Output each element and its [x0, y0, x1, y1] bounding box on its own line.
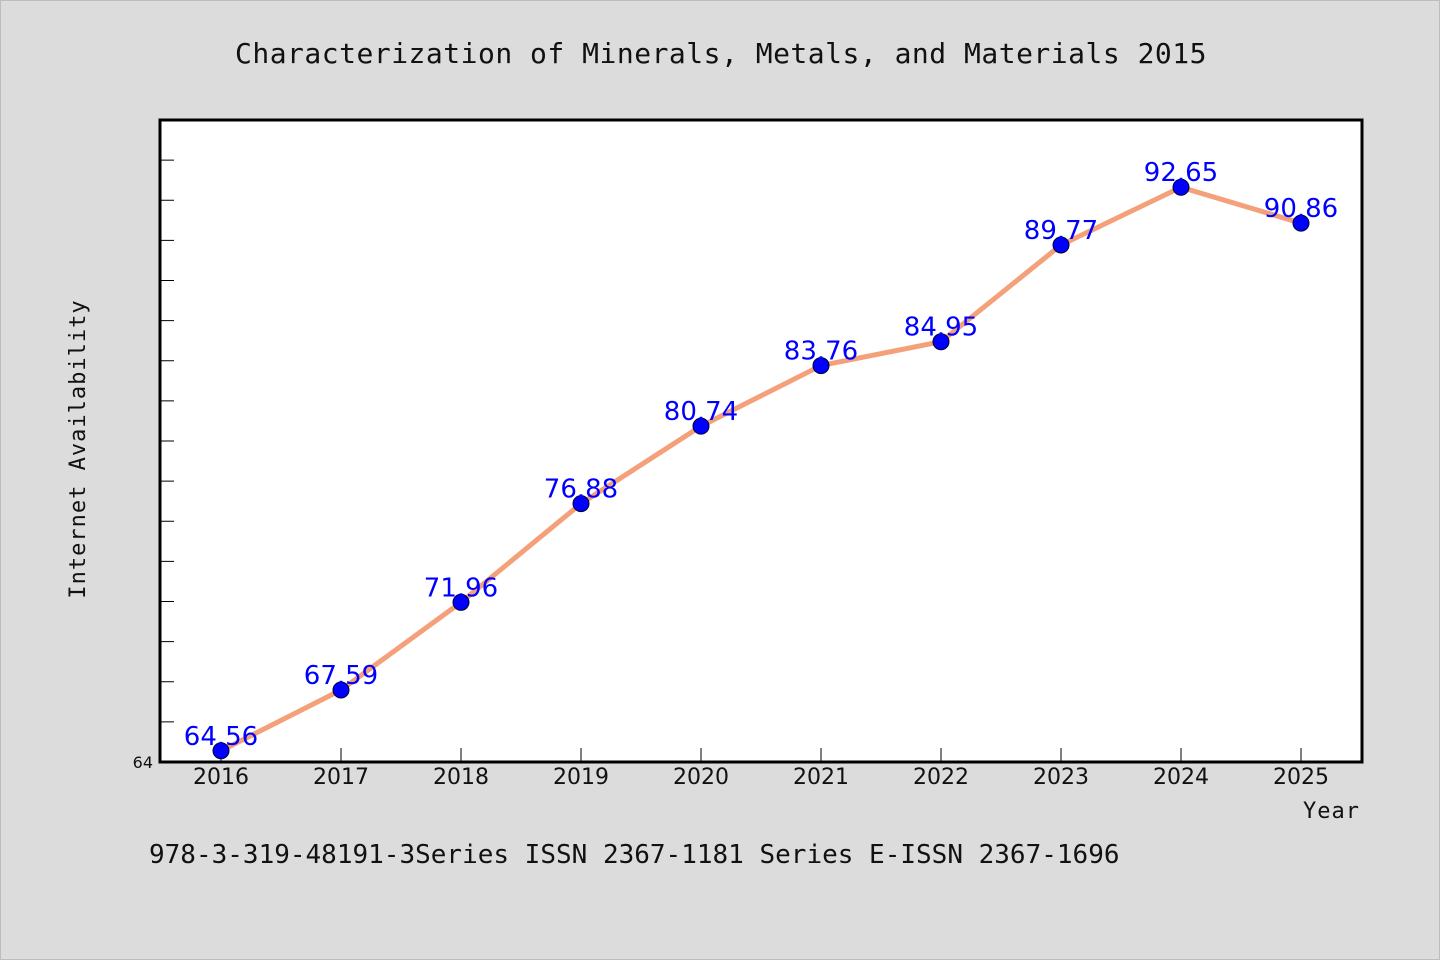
data-point [812, 357, 830, 375]
x-tick-label: 2016 [193, 765, 249, 790]
plot-area [158, 118, 1364, 764]
data-label: 83.76 [784, 337, 858, 367]
chart-title: Characterization of Minerals, Metals, an… [235, 37, 1207, 70]
data-label: 84.95 [904, 313, 978, 343]
x-tick-label: 2023 [1033, 765, 1089, 790]
x-tick-label: 2024 [1153, 765, 1209, 790]
data-label: 76.88 [544, 475, 618, 505]
data-point [212, 742, 230, 760]
data-point [1292, 214, 1310, 232]
data-point [932, 333, 950, 351]
x-tick-label: 2017 [313, 765, 369, 790]
data-labels: 64.56 67.59 71.96 76.88 80.74 83.76 84.95 89.77… [184, 158, 1338, 752]
data-label: 90.86 [1264, 194, 1338, 224]
data-point [1172, 178, 1190, 196]
data-point [572, 495, 590, 513]
data-point [452, 593, 470, 611]
y-axis-tick-labels: 64 [133, 753, 153, 772]
data-label: 67.59 [304, 661, 378, 691]
data-label: 71.96 [424, 573, 498, 603]
x-tick-label: 2019 [553, 765, 609, 790]
x-axis-tick-labels: 2016 2017 2018 2019 2020 2021 2022 2023 2024 2025 [193, 765, 1329, 790]
data-point [332, 681, 350, 699]
data-label: 80.74 [664, 397, 738, 427]
data-point [692, 417, 710, 435]
footer-text: 978-3-319-48191-3Series ISSN 2367-1181 S… [149, 840, 1120, 870]
x-tick-label: 2018 [433, 765, 489, 790]
y-axis-ticks [160, 119, 174, 763]
data-point [1052, 236, 1070, 254]
series-markers [212, 178, 1310, 760]
x-tick-label: 2020 [673, 765, 729, 790]
y-tick-label: 64 [133, 753, 153, 772]
y-axis-label: Internet Availability [66, 299, 91, 598]
data-label: 92.65 [1144, 158, 1218, 188]
series-line [218, 184, 1304, 754]
x-axis-label: Year [1303, 799, 1360, 824]
x-tick-label: 2025 [1273, 765, 1329, 790]
data-label: 89.77 [1024, 216, 1098, 246]
x-tick-label: 2021 [793, 765, 849, 790]
x-tick-label: 2022 [913, 765, 969, 790]
data-label: 64.56 [184, 722, 258, 752]
